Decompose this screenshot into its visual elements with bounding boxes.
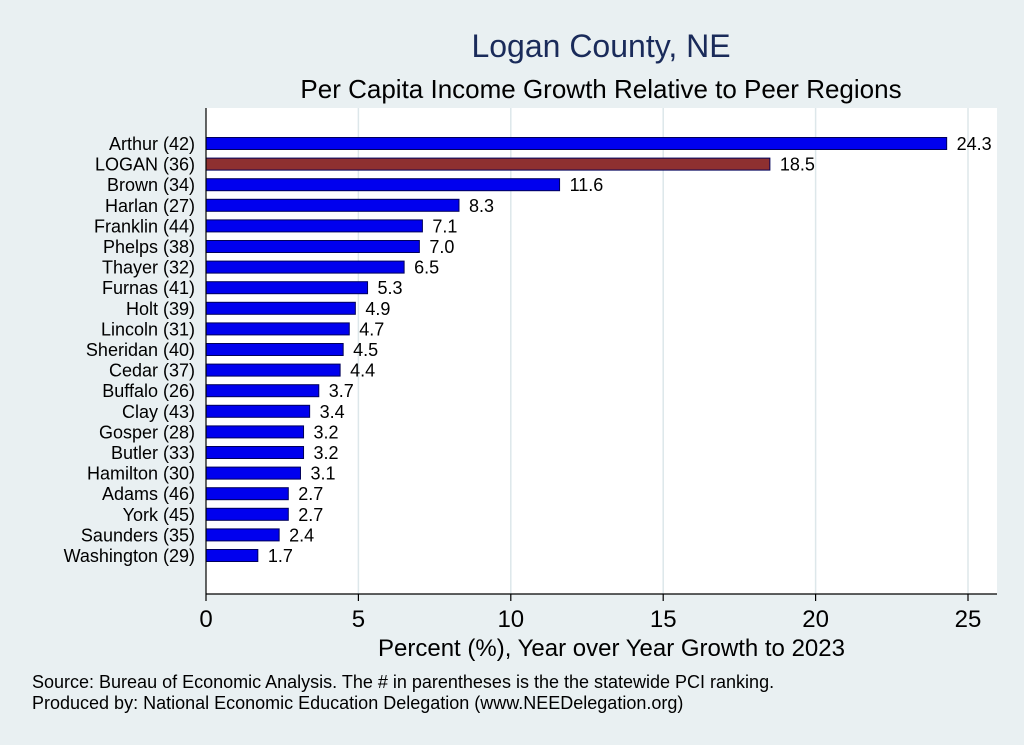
bar-11 — [205, 363, 341, 377]
value-label-12: 3.7 — [329, 381, 354, 401]
category-label-6: Thayer (32) — [102, 258, 195, 278]
source-line: Source: Bureau of Economic Analysis. The… — [32, 672, 775, 692]
category-label-11: Cedar (37) — [109, 361, 195, 381]
bar-20 — [205, 549, 259, 562]
produced-by-line: Produced by: National Economic Education… — [32, 693, 684, 713]
bar-9 — [205, 322, 350, 336]
category-label-16: Hamilton (30) — [87, 464, 195, 484]
value-label-13: 3.4 — [320, 402, 345, 422]
bar-2 — [205, 178, 561, 192]
chart-subtitle: Per Capita Income Growth Relative to Pee… — [300, 74, 902, 104]
value-label-4: 7.1 — [432, 216, 457, 236]
value-label-11: 4.4 — [350, 361, 375, 381]
category-label-20: Washington (29) — [64, 546, 195, 566]
category-label-15: Butler (33) — [111, 443, 195, 463]
value-label-5: 7.0 — [429, 237, 454, 257]
x-tick-label-25: 25 — [955, 606, 982, 633]
category-label-4: Franklin (44) — [94, 216, 195, 236]
category-label-2: Brown (34) — [107, 175, 195, 195]
value-label-2: 11.6 — [570, 175, 604, 195]
category-label-9: Lincoln (31) — [101, 319, 195, 339]
category-label-1: LOGAN (36) — [95, 155, 195, 175]
category-label-5: Phelps (38) — [103, 237, 195, 257]
value-label-16: 3.1 — [310, 464, 335, 484]
value-label-9: 4.7 — [359, 319, 384, 339]
category-label-13: Clay (43) — [122, 402, 195, 422]
category-label-14: Gosper (28) — [99, 422, 195, 442]
x-tick-label-15: 15 — [650, 606, 677, 633]
bar-3 — [205, 198, 460, 212]
category-label-10: Sheridan (40) — [86, 340, 195, 360]
category-label-0: Arthur (42) — [109, 134, 195, 154]
x-axis-title: Percent (%), Year over Year Growth to 20… — [378, 635, 845, 662]
chart-title: Logan County, NE — [471, 28, 731, 64]
category-label-17: Adams (46) — [102, 484, 195, 504]
category-label-19: Saunders (35) — [81, 525, 195, 545]
value-label-20: 1.7 — [268, 546, 293, 566]
bar-7 — [205, 281, 369, 295]
bar-0 — [205, 137, 948, 150]
value-label-17: 2.7 — [298, 484, 323, 504]
bar-1 — [205, 157, 771, 171]
bar-17 — [205, 487, 289, 501]
category-label-7: Furnas (41) — [102, 278, 195, 298]
bar-13 — [205, 404, 311, 418]
value-label-6: 6.5 — [414, 258, 439, 278]
value-label-10: 4.5 — [353, 340, 378, 360]
value-label-0: 24.3 — [957, 134, 992, 154]
bar-18 — [205, 507, 289, 521]
value-label-8: 4.9 — [365, 299, 390, 319]
category-label-18: York (45) — [123, 505, 195, 525]
bar-12 — [205, 384, 320, 398]
bar-8 — [205, 301, 356, 315]
source-note: Source: Bureau of Economic Analysis. The… — [32, 672, 774, 714]
value-label-14: 3.2 — [314, 422, 339, 442]
value-label-7: 5.3 — [378, 278, 403, 298]
bar-16 — [205, 466, 301, 480]
x-tick-label-0: 0 — [199, 606, 212, 633]
bar-15 — [205, 446, 305, 459]
x-tick-label-20: 20 — [802, 606, 829, 633]
bar-10 — [205, 343, 344, 356]
value-label-3: 8.3 — [469, 196, 494, 216]
x-tick-label-10: 10 — [497, 606, 524, 633]
value-label-15: 3.2 — [314, 443, 339, 463]
bar-4 — [205, 219, 423, 233]
value-label-18: 2.7 — [298, 505, 323, 525]
category-label-8: Holt (39) — [126, 299, 195, 319]
category-label-12: Buffalo (26) — [102, 381, 195, 401]
x-tick-label-5: 5 — [352, 606, 365, 633]
category-label-3: Harlan (27) — [105, 196, 195, 216]
value-label-1: 18.5 — [780, 155, 815, 175]
bar-14 — [205, 425, 305, 439]
value-label-19: 2.4 — [289, 525, 314, 545]
bar-5 — [205, 240, 420, 253]
bar-6 — [205, 260, 405, 274]
bar-19 — [205, 528, 280, 542]
